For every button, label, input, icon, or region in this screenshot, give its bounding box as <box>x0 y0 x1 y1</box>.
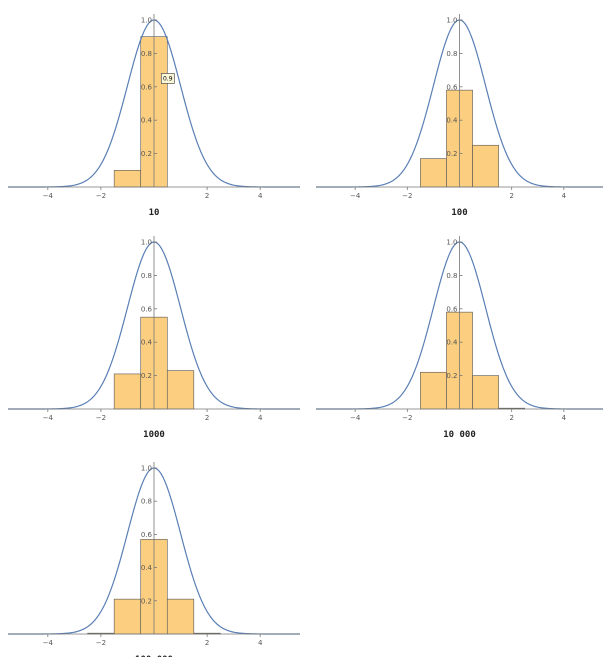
tooltip-text: 0.9 <box>163 75 173 82</box>
histogram-bar <box>113 373 142 410</box>
y-tick-label: 0.6 <box>446 305 458 313</box>
y-tick-label: 1.0 <box>446 17 457 25</box>
histogram-bar <box>166 370 195 410</box>
x-tick-label: 4 <box>258 192 263 200</box>
y-tick-label: 0.8 <box>141 498 152 506</box>
y-tick-label: 0.2 <box>141 372 152 380</box>
histogram-panel-10: −4 −2 2 4 0.2 0.4 0.6 0.8 1.0 10 0.9 <box>8 14 300 218</box>
panel-caption: 100 <box>451 208 467 218</box>
histogram-bar <box>113 170 142 188</box>
histogram-bar <box>472 375 499 410</box>
y-tick-label: 0.6 <box>141 305 153 313</box>
histogram-panel-100: −4 −2 2 4 0.2 0.4 0.6 0.8 1.0 100 <box>316 14 603 218</box>
x-tick-label: 4 <box>258 414 263 422</box>
x-tick-label: −4 <box>350 192 361 200</box>
x-tick-label: 2 <box>509 414 513 422</box>
y-tick-label: 0.8 <box>141 50 152 58</box>
histogram-bar <box>166 598 195 635</box>
y-tick-label: 0.4 <box>141 117 153 125</box>
y-tick-label: 0.4 <box>141 564 153 572</box>
x-tick-label: −4 <box>43 414 54 422</box>
x-tick-label: 4 <box>562 414 567 422</box>
x-tick-label: 2 <box>205 414 209 422</box>
x-tick-label: −2 <box>402 192 412 200</box>
x-tick-label: −4 <box>43 192 54 200</box>
y-tick-label: 1.0 <box>141 239 152 247</box>
x-tick-label: 2 <box>205 192 209 200</box>
x-tick-label: 2 <box>205 639 209 647</box>
histogram-bar <box>472 144 499 188</box>
histogram-panel-10000: −4 −2 2 4 0.2 0.4 0.6 0.8 1.0 10 000 <box>316 236 603 440</box>
histogram-bar <box>420 158 447 188</box>
y-tick-label: 0.4 <box>446 117 458 125</box>
histogram-panel-1000: −4 −2 2 4 0.2 0.4 0.6 0.8 1.0 1000 <box>8 236 300 440</box>
y-tick-label: 0.4 <box>446 339 458 347</box>
tooltip-box <box>160 73 175 84</box>
x-tick-label: 2 <box>509 192 513 200</box>
histogram-bar <box>420 371 447 410</box>
panel-caption: 1000 <box>143 430 165 440</box>
y-tick-label: 0.6 <box>446 83 458 91</box>
y-tick-label: 0.2 <box>141 150 152 158</box>
y-tick-label: 0.6 <box>141 531 153 539</box>
histogram-panel-100000: −4 −2 2 4 0.2 0.4 0.6 0.8 1.0 100 000 <box>8 462 300 657</box>
y-tick-label: 0.2 <box>446 150 457 158</box>
y-tick-label: 0.8 <box>446 272 457 280</box>
x-tick-label: 4 <box>258 639 263 647</box>
y-tick-label: 0.8 <box>446 50 457 58</box>
panel-caption: 10 000 <box>443 430 476 440</box>
y-tick-label: 0.4 <box>141 339 153 347</box>
y-tick-label: 0.6 <box>141 83 153 91</box>
panel-caption: 10 <box>149 208 160 218</box>
x-tick-label: −2 <box>402 414 412 422</box>
y-tick-label: 1.0 <box>446 239 457 247</box>
x-tick-label: 4 <box>562 192 567 200</box>
y-tick-label: 0.8 <box>141 272 152 280</box>
x-tick-label: −2 <box>96 414 106 422</box>
histogram-bar <box>113 598 142 635</box>
x-tick-label: −2 <box>96 639 106 647</box>
panel-caption: 100 000 <box>135 655 173 657</box>
x-tick-label: −2 <box>96 192 106 200</box>
y-tick-label: 1.0 <box>141 465 152 473</box>
x-tick-label: −4 <box>43 639 54 647</box>
y-tick-label: 0.2 <box>446 372 457 380</box>
y-tick-label: 0.2 <box>141 597 152 605</box>
x-tick-label: −4 <box>350 414 361 422</box>
y-tick-label: 1.0 <box>141 17 152 25</box>
